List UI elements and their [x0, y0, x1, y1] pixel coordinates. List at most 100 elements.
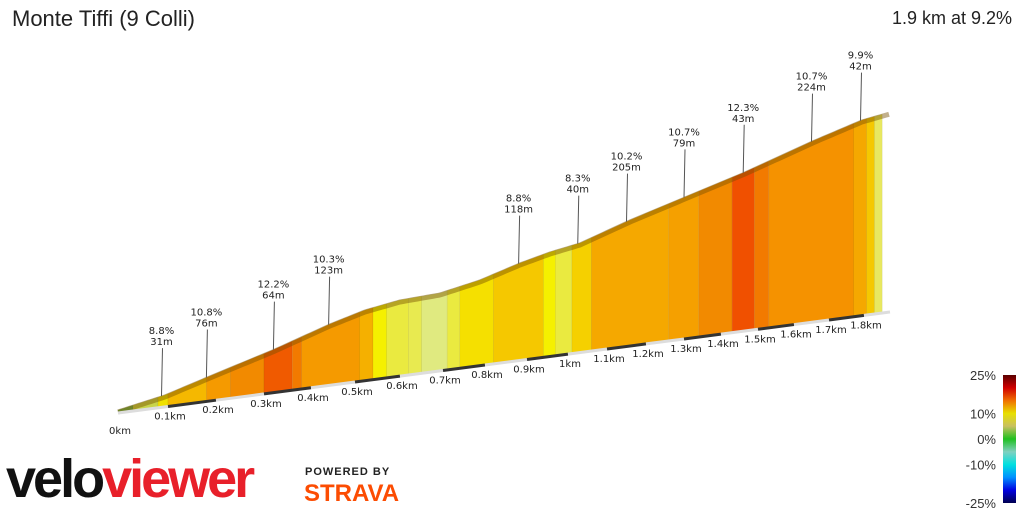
gradient-segment: [698, 176, 733, 337]
gradient-segment: [571, 237, 592, 353]
gradient-segment: [263, 340, 293, 394]
x-tick-label: 1.8km: [850, 320, 881, 331]
annotation-length: 224m: [797, 83, 826, 94]
distance-band: [117, 404, 169, 415]
annotation-grade: 8.8%: [149, 326, 174, 337]
veloviewer-logo: veloviewer: [6, 449, 255, 509]
x-tick-label: 1.6km: [780, 330, 811, 341]
distance-band: [310, 380, 356, 390]
x-tick-label: 1.7km: [815, 325, 846, 336]
distance-band: [793, 318, 830, 327]
annotation-grade: 8.3%: [565, 174, 590, 185]
x-tick-label: 0.9km: [513, 364, 544, 375]
annotation-length: 76m: [195, 319, 217, 330]
distance-band: [757, 323, 795, 331]
gradient-segment: [459, 273, 494, 368]
x-tick-label: 0.4km: [297, 393, 328, 404]
gradient-segment: [591, 203, 670, 351]
annotation-grade: 10.7%: [796, 72, 828, 83]
annotation-length: 43m: [732, 114, 754, 125]
logo-text-velo: velo: [6, 449, 105, 509]
gradient-segment: [167, 377, 207, 406]
distance-band: [263, 386, 312, 396]
annotation-grade: 9.9%: [848, 51, 873, 62]
x-tick-label: 0.6km: [386, 381, 417, 392]
annotation-length: 123m: [314, 266, 343, 277]
distance-band: [828, 313, 865, 322]
gradient-segment: [301, 311, 360, 389]
annotation-length: 64m: [262, 291, 284, 302]
annotation-length: 205m: [612, 163, 641, 174]
gradient-segment: [408, 295, 422, 375]
x-tick-label: 1.1km: [593, 354, 624, 365]
gradient-segment: [874, 113, 883, 314]
distance-band: [645, 337, 685, 346]
distance-band: [484, 358, 528, 367]
logo-text-viewer: viewer: [102, 449, 255, 509]
annotation-grade: 12.3%: [727, 103, 759, 114]
gradient-segment: [866, 116, 875, 315]
distance-band: [606, 342, 647, 351]
distance-band: [683, 332, 722, 341]
gradient-segment: [421, 290, 448, 373]
color-scale-label: 10%: [970, 406, 996, 421]
gradient-segment: [753, 160, 770, 330]
distance-band: [354, 374, 401, 384]
gradient-segment: [446, 286, 461, 370]
x-tick-label: 0.8km: [471, 370, 502, 381]
gradient-segment: [230, 353, 265, 398]
distance-band: [399, 368, 444, 378]
x-tick-label: 0.3km: [250, 399, 281, 410]
color-scale-label: 25%: [970, 368, 996, 383]
annotation-grade: 10.2%: [611, 152, 643, 163]
annotation-leader: [518, 215, 521, 264]
annotation-grade: 10.3%: [313, 255, 345, 266]
color-scale-bar: [1003, 375, 1016, 503]
distance-band: [863, 310, 891, 317]
annotation-grade: 10.7%: [668, 127, 700, 138]
annotation-length: 118m: [504, 205, 533, 216]
annotation-length: 42m: [849, 62, 871, 73]
annotation-leader: [328, 276, 331, 325]
gradient-segment: [731, 167, 755, 332]
annotation-grade: 12.2%: [258, 280, 290, 291]
gradient-segment: [768, 123, 854, 328]
gradient-segment: [386, 298, 409, 378]
x-tick-label: 1.2km: [632, 349, 663, 360]
x-tick-label: 1km: [559, 359, 581, 370]
annotation-leader: [811, 93, 813, 142]
page-title: Monte Tiffi (9 Colli): [12, 6, 195, 31]
annotation-length: 40m: [567, 185, 589, 196]
x-tick-label: 0.7km: [429, 375, 460, 386]
annotation-grade: 8.8%: [506, 194, 531, 205]
distance-band: [526, 352, 569, 361]
annotation-leader: [161, 348, 163, 397]
gradient-segment: [853, 118, 867, 317]
distance-band: [720, 327, 759, 336]
distance-band: [167, 398, 217, 408]
x-tick-label: 1.3km: [670, 344, 701, 355]
distance-band: [215, 392, 265, 402]
annotation-leader: [272, 301, 275, 350]
color-scale-label: -25%: [966, 496, 997, 511]
strava-logo: STRAVA: [304, 480, 400, 507]
color-scale-label: -10%: [966, 458, 997, 473]
annotation-leader: [683, 149, 686, 198]
gradient-segment: [543, 249, 557, 357]
x-tick-label: 0.2km: [202, 405, 233, 416]
distance-band: [567, 347, 608, 356]
distance-band: [442, 363, 486, 372]
gradient-segment: [359, 307, 374, 381]
gradient-segment: [668, 190, 700, 341]
annotation-length: 79m: [673, 138, 695, 149]
annotation-leader: [860, 72, 862, 121]
x-tick-label: 0km: [109, 426, 131, 437]
profile-top-edge: [117, 111, 890, 415]
annotation-leader: [577, 195, 580, 244]
gradient-segment: [493, 253, 544, 364]
powered-by-label: POWERED BY: [305, 466, 391, 478]
annotation-grade: 10.8%: [191, 308, 223, 319]
x-tick-label: 0.1km: [154, 411, 185, 422]
annotation-length: 31m: [150, 337, 172, 348]
